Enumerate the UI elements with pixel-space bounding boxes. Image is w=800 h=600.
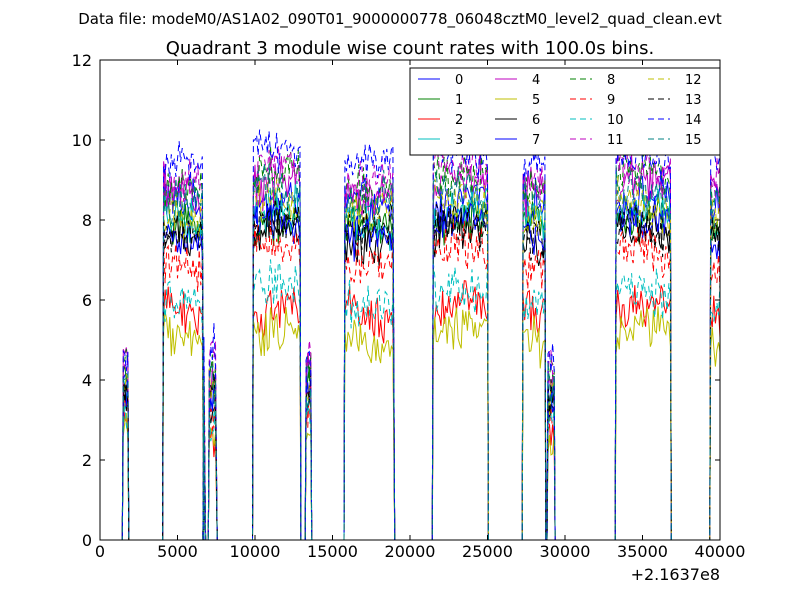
legend-label-3: 3	[455, 133, 463, 148]
series-line-12	[100, 176, 720, 540]
series-line-5	[100, 306, 720, 540]
legend-label-6: 6	[532, 113, 540, 128]
y-tick-label: 4	[82, 371, 92, 390]
x-tick-label: 10000	[230, 542, 281, 561]
legend-label-0: 0	[455, 73, 463, 88]
series-line-2	[100, 280, 720, 540]
x-tick-label: 0	[95, 542, 105, 561]
legend-label-2: 2	[455, 113, 463, 128]
series-line-10	[100, 259, 720, 540]
x-tick-label: 5000	[157, 542, 198, 561]
legend-label-8: 8	[607, 73, 615, 88]
chart-title: Quadrant 3 module wise count rates with …	[166, 38, 655, 59]
series-line-4	[100, 154, 720, 540]
y-tick-label: 0	[82, 531, 92, 550]
x-tick-label: 35000	[617, 542, 668, 561]
series-line-9	[100, 220, 720, 540]
x-tick-label: 40000	[695, 542, 746, 561]
series-line-15	[100, 163, 720, 540]
series-line-13	[100, 192, 720, 540]
series-layer	[100, 119, 720, 540]
y-tick-label: 2	[82, 451, 92, 470]
legend-label-14: 14	[685, 113, 702, 128]
y-tick-label: 8	[82, 211, 92, 230]
series-line-8	[100, 145, 720, 540]
x-tick-label: 30000	[540, 542, 591, 561]
x-offset-label: +2.1637e8	[631, 565, 720, 584]
x-tick-label: 20000	[385, 542, 436, 561]
legend-label-15: 15	[685, 133, 702, 148]
y-tick-label: 6	[82, 291, 92, 310]
series-line-14	[100, 119, 720, 540]
legend-label-7: 7	[532, 133, 540, 148]
legend-label-5: 5	[532, 93, 540, 108]
legend-label-4: 4	[532, 73, 540, 88]
legend-label-1: 1	[455, 93, 463, 108]
y-tick-label: 10	[72, 131, 92, 150]
x-tick-label: 25000	[462, 542, 513, 561]
series-line-3	[100, 181, 720, 540]
legend-label-11: 11	[607, 133, 624, 148]
legend-label-10: 10	[607, 113, 624, 128]
series-line-11	[100, 142, 720, 540]
legend-label-12: 12	[685, 73, 702, 88]
series-line-7	[100, 195, 720, 540]
legend-box	[409, 67, 721, 156]
legend-label-13: 13	[685, 93, 702, 108]
chart-suptitle: Data file: modeM0/AS1A02_090T01_90000007…	[78, 10, 722, 29]
x-tick-label: 15000	[307, 542, 358, 561]
legend-label-9: 9	[607, 93, 615, 108]
x-axis: 0 5000 10000 15000 20000 25000 30000 35000 40000	[95, 60, 746, 561]
y-tick-label: 12	[72, 51, 92, 70]
